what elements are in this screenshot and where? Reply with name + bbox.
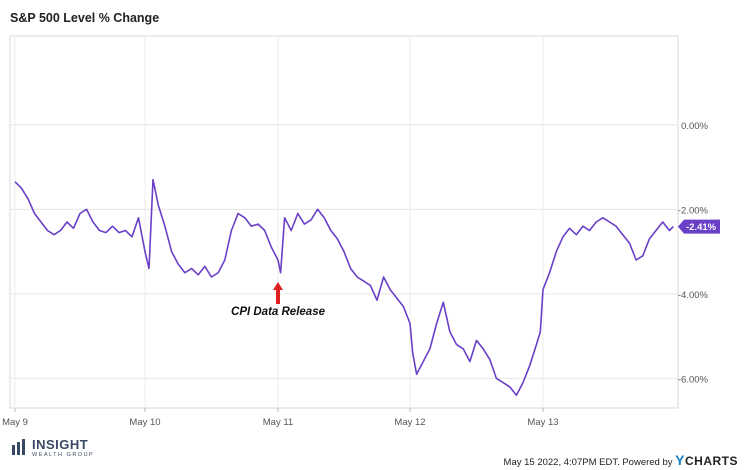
last-value-label: -2.41% [686, 222, 717, 233]
x-tick-label: May 13 [527, 417, 558, 428]
annotation-text: CPI Data Release [231, 306, 326, 318]
x-tick-label: May 11 [263, 417, 293, 428]
chart-footer: May 15 2022, 4:07PM EDT. Powered by YCHA… [504, 452, 738, 468]
line-layer [14, 178, 674, 397]
series-line [14, 178, 674, 397]
annotation-arrow-icon [273, 282, 283, 304]
ycharts-logo: YCHARTS [675, 452, 738, 468]
x-tick-label: May 12 [394, 417, 425, 428]
last-value-tag: -2.41% [678, 219, 720, 234]
ycharts-logo-text: CHARTS [685, 454, 738, 468]
y-tick-label: 0.00% [681, 121, 708, 132]
chart-title: S&P 500 Level % Change [10, 11, 160, 25]
grid-layer [10, 36, 678, 412]
y-tick-label: -4.00% [678, 290, 709, 301]
ycharts-logo-y: Y [675, 452, 685, 468]
y-tick-label: -6.00% [678, 374, 709, 385]
x-tick-label: May 9 [2, 417, 28, 428]
logo-name: INSIGHT [32, 437, 89, 452]
timestamp: May 15 2022, 4:07PM EDT. [503, 457, 620, 468]
last-value-tag-shape [678, 219, 720, 234]
insight-logo-mark-icon [12, 439, 25, 455]
annotation-layer: CPI Data Release [231, 282, 326, 318]
label-layer: May 9 May 10 May 11 May 12 May 13 0.00% -2.00%… [2, 121, 708, 428]
powered-by-text: Powered by [622, 457, 673, 468]
logo-subtitle: WEALTH GROUP [32, 452, 95, 458]
plot-area-frame [9, 35, 679, 409]
x-tick-label: May 10 [129, 417, 160, 428]
y-tick-label: -2.00% [678, 205, 709, 216]
